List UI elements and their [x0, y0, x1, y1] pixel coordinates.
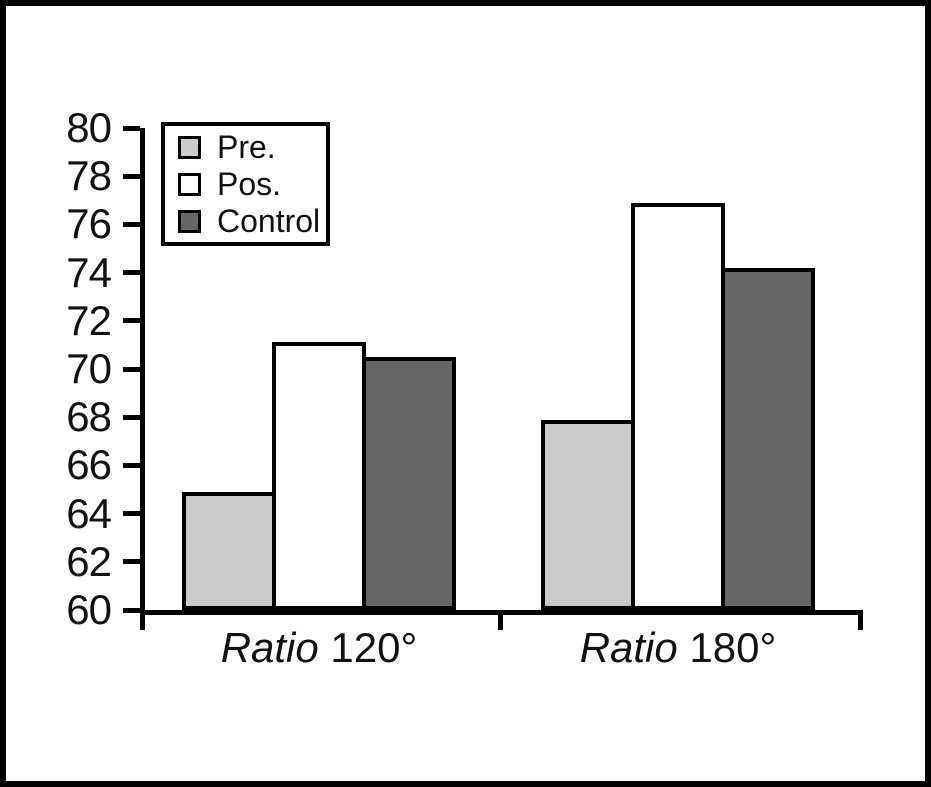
- bar-pos: [631, 203, 725, 610]
- legend-item: Pos.: [178, 168, 326, 200]
- y-tick-mark: [123, 318, 140, 324]
- y-tick-label: 78: [66, 152, 112, 200]
- y-tick-label: 68: [66, 393, 112, 441]
- y-tick-mark: [123, 414, 140, 420]
- x-category-label-italic: Ratio: [220, 624, 319, 671]
- x-tick-mark: [140, 610, 145, 630]
- bar-pre: [182, 492, 276, 610]
- legend-swatch: [178, 209, 201, 233]
- y-tick-label: 72: [66, 296, 112, 344]
- y-tick-mark: [123, 173, 140, 179]
- y-tick-label: 62: [66, 537, 112, 585]
- x-category-label: Ratio 120°: [220, 624, 418, 671]
- y-tick-mark: [123, 559, 140, 565]
- legend-item: Control: [178, 205, 326, 237]
- legend-swatch: [178, 172, 201, 196]
- y-tick-label: 66: [66, 441, 112, 489]
- y-tick-label: 64: [66, 489, 112, 537]
- legend-label: Control: [217, 203, 321, 239]
- x-tick-mark: [498, 610, 503, 630]
- legend-label: Pre.: [217, 129, 276, 165]
- y-tick-mark: [123, 607, 140, 613]
- x-category-label: Ratio 180°: [579, 624, 777, 671]
- bar-pre: [541, 420, 635, 610]
- x-category-label-italic: Ratio: [579, 624, 678, 671]
- y-tick-label: 70: [66, 345, 112, 392]
- y-tick-label: 76: [66, 200, 112, 248]
- y-tick-mark: [123, 366, 140, 372]
- y-tick-mark: [123, 511, 140, 517]
- y-tick-label: 80: [66, 104, 112, 151]
- y-tick-mark: [123, 270, 140, 276]
- y-tick-mark: [123, 221, 140, 227]
- bar-control: [362, 357, 456, 610]
- y-tick-label: 60: [66, 586, 112, 633]
- y-tick-mark: [123, 125, 140, 131]
- y-tick-label: 74: [66, 248, 112, 296]
- legend-swatch: [178, 135, 201, 159]
- bar-control: [721, 268, 815, 610]
- x-tick-mark: [858, 610, 863, 630]
- y-tick-mark: [123, 462, 140, 468]
- legend: Pre. Pos. Control: [161, 122, 330, 246]
- bar-pos: [272, 342, 366, 610]
- legend-label: Pos.: [217, 166, 282, 202]
- legend-item: Pre.: [178, 131, 326, 163]
- plot-area: 60 62 64 66 68 70 72 74 76 78 80 Ratio 120° Ratio 1…: [66, 106, 863, 671]
